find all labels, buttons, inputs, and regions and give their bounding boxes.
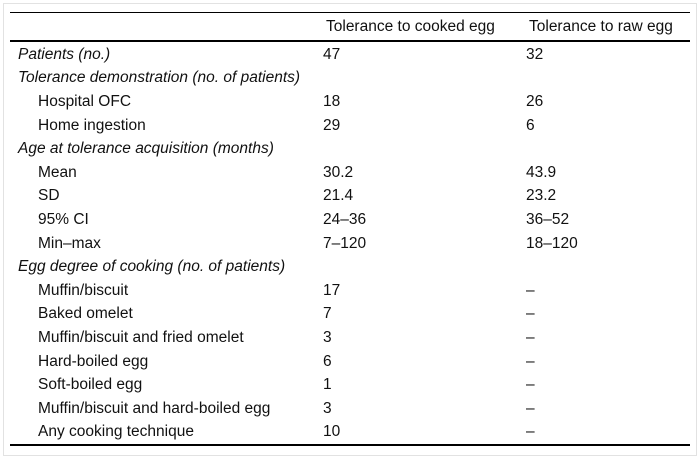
cooked-value-cell: 29	[323, 116, 341, 134]
cooked-value-cell: 47	[323, 45, 341, 63]
table-row: Muffin/biscuit 17 –	[10, 279, 690, 303]
cooked-value-cell: 3	[323, 399, 332, 417]
cooked-value-cell: 30.2	[323, 163, 354, 181]
row-label: Egg degree of cooking (no. of patients)	[18, 258, 286, 276]
cooked-value-cell: 18	[323, 92, 341, 110]
raw-value-cell: –	[526, 423, 535, 441]
table-header-row: Tolerance to cooked egg Tolerance to raw…	[10, 12, 690, 42]
raw-value-cell: –	[526, 281, 535, 299]
table-row: Muffin/biscuit and fried omelet 3 –	[10, 326, 690, 350]
raw-value-cell: –	[526, 376, 535, 394]
raw-value-cell: 6	[526, 116, 535, 134]
raw-value-cell: –	[526, 399, 535, 417]
table-body: Patients (no.) 47 32 Tolerance demonstra…	[10, 42, 690, 447]
table-row: 95% CI 24–36 36–52	[10, 208, 690, 232]
row-label: SD	[38, 187, 60, 205]
row-label: Any cooking technique	[38, 423, 194, 441]
raw-value-cell: 18–120	[526, 234, 578, 252]
table-row: Hard-boiled egg 6 –	[10, 350, 690, 374]
cooked-value-cell: 1	[323, 376, 332, 394]
column-header-cooked: Tolerance to cooked egg	[326, 17, 495, 35]
row-label: Hard-boiled egg	[38, 352, 149, 370]
cooked-value-cell: 24–36	[323, 210, 367, 228]
raw-value-cell: –	[526, 352, 535, 370]
table-row: Baked omelet 7 –	[10, 303, 690, 327]
row-label: Mean	[38, 163, 77, 181]
raw-value-cell: 36–52	[526, 210, 570, 228]
column-header-raw: Tolerance to raw egg	[529, 17, 673, 35]
cooked-value-cell: 21.4	[323, 187, 354, 205]
row-label: Soft-boiled egg	[38, 376, 143, 394]
row-label: Age at tolerance acquisition (months)	[18, 140, 274, 158]
cooked-value-cell: 7	[323, 305, 332, 323]
table-row: Min–max 7–120 18–120	[10, 232, 690, 256]
raw-value-cell: 26	[526, 92, 544, 110]
table-row: Mean 30.2 43.9	[10, 161, 690, 185]
row-label: Patients (no.)	[18, 45, 111, 63]
row-label: 95% CI	[38, 210, 89, 228]
table-row: Any cooking technique 10 –	[10, 421, 690, 445]
raw-value-cell: –	[526, 328, 535, 346]
table-row: Tolerance demonstration (no. of patients…	[10, 67, 690, 91]
row-label: Muffin/biscuit and hard-boiled egg	[38, 399, 271, 417]
row-label: Muffin/biscuit	[38, 281, 129, 299]
table-row: Soft-boiled egg 1 –	[10, 373, 690, 397]
table-row: Muffin/biscuit and hard-boiled egg 3 –	[10, 397, 690, 421]
cooked-value-cell: 17	[323, 281, 341, 299]
cooked-value-cell: 7–120	[323, 234, 367, 252]
row-label: Min–max	[38, 234, 101, 252]
raw-value-cell: 32	[526, 45, 544, 63]
raw-value-cell: –	[526, 305, 535, 323]
cooked-value-cell: 10	[323, 423, 341, 441]
cooked-value-cell: 3	[323, 328, 332, 346]
table-row: Egg degree of cooking (no. of patients)	[10, 255, 690, 279]
table-row: Hospital OFC 18 26	[10, 90, 690, 114]
row-label: Tolerance demonstration (no. of patients…	[18, 69, 301, 87]
table-row: Home ingestion 29 6	[10, 114, 690, 138]
raw-value-cell: 43.9	[526, 163, 557, 181]
row-label: Muffin/biscuit and fried omelet	[38, 328, 244, 346]
row-label: Hospital OFC	[38, 92, 132, 110]
table-row: Patients (no.) 47 32	[10, 43, 690, 67]
results-table: Tolerance to cooked egg Tolerance to raw…	[10, 12, 690, 447]
table-row: SD 21.4 23.2	[10, 185, 690, 209]
row-label: Baked omelet	[38, 305, 133, 323]
cooked-value-cell: 6	[323, 352, 332, 370]
table-row: Age at tolerance acquisition (months)	[10, 137, 690, 161]
raw-value-cell: 23.2	[526, 187, 557, 205]
row-label: Home ingestion	[38, 116, 146, 134]
